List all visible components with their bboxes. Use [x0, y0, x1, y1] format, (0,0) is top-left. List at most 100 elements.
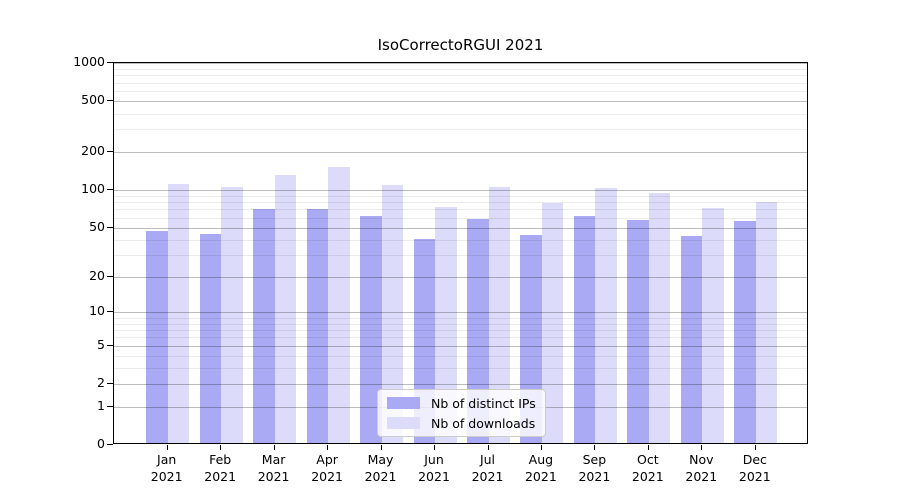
legend-swatch-downloads [387, 417, 420, 429]
x-tick-label-sep: Sep 2021 [578, 452, 611, 484]
y-tick-label: 2 [97, 375, 105, 391]
x-tick-mark [220, 445, 222, 450]
major-gridline [114, 227, 807, 229]
x-tick-mark [701, 445, 703, 450]
x-tick-mark [594, 445, 596, 450]
minor-gridline [114, 82, 807, 84]
bar-downloads-jul [488, 187, 510, 443]
y-tick-mark [107, 383, 113, 385]
x-tick-label-mar: Mar 2021 [257, 452, 290, 484]
bar-downloads-dec [755, 202, 778, 443]
x-tick-mark [380, 445, 382, 450]
x-tick-label-jun: Jun 2021 [418, 452, 450, 484]
x-tick-label-apr: Apr 2021 [311, 452, 343, 484]
minor-gridline [114, 75, 807, 77]
minor-gridline [114, 113, 807, 115]
minor-gridline [114, 91, 807, 93]
bar-downloads-apr [328, 166, 350, 443]
x-tick-mark [647, 445, 649, 450]
legend-swatch-distinct-ips [387, 397, 420, 409]
y-tick-mark [107, 405, 113, 407]
major-gridline [114, 101, 807, 103]
y-tick-label: 5 [97, 336, 105, 352]
y-tick-mark [107, 311, 113, 313]
x-tick-mark [754, 445, 756, 450]
x-tick-mark [166, 445, 168, 450]
x-tick-label-oct: Oct 2021 [631, 452, 664, 484]
y-tick-label: 20 [89, 267, 105, 283]
bar-distinct-ips-may [360, 215, 382, 443]
legend-row-downloads: Nb of downloads [378, 415, 545, 431]
x-tick-label-jul: Jul 2021 [471, 452, 504, 484]
y-tick-label: 10 [89, 303, 105, 319]
minor-gridline [114, 356, 807, 357]
bar-downloads-aug [541, 202, 564, 443]
legend-label-downloads: Nb of downloads [431, 415, 536, 431]
bar-downloads-mar [274, 174, 297, 443]
major-gridline [114, 312, 807, 314]
y-tick-mark [107, 226, 113, 228]
y-tick-mark [107, 275, 113, 277]
plot-area [113, 62, 808, 444]
bar-distinct-ips-mar [253, 208, 275, 443]
bar-downloads-feb [221, 186, 243, 443]
bar-downloads-jan [167, 184, 190, 443]
bar-distinct-ips-dec [734, 221, 756, 443]
minor-gridline [114, 68, 807, 70]
minor-gridline [114, 217, 807, 219]
x-tick-label-aug: Aug 2021 [524, 452, 557, 484]
minor-gridline [114, 239, 807, 241]
major-gridline [114, 189, 807, 191]
y-tick-mark [107, 344, 113, 346]
y-tick-label: 1 [97, 397, 105, 413]
x-tick-mark [327, 445, 329, 450]
bar-downloads-jun [435, 206, 457, 443]
minor-gridline [114, 202, 807, 203]
bar-downloads-oct [648, 193, 671, 443]
legend-label-distinct-ips: Nb of distinct IPs [431, 395, 536, 411]
y-tick-mark [107, 444, 113, 445]
minor-gridline [114, 129, 807, 131]
minor-gridline [114, 330, 807, 331]
bar-distinct-ips-sep [573, 215, 596, 443]
major-gridline [114, 384, 807, 386]
y-tick-label: 1000 [73, 54, 105, 69]
minor-gridline [114, 323, 807, 325]
bar-downloads-may [381, 184, 403, 443]
y-tick-mark [107, 150, 113, 152]
minor-gridline [114, 317, 807, 319]
x-tick-mark [540, 445, 542, 450]
minor-gridline [114, 195, 807, 197]
major-gridline [114, 276, 807, 278]
y-tick-label: 50 [89, 218, 105, 234]
minor-gridline [114, 337, 807, 339]
x-tick-mark [487, 445, 489, 450]
y-tick-label: 0 [97, 436, 105, 451]
y-tick-mark [107, 100, 113, 102]
minor-gridline [114, 368, 807, 370]
y-tick-mark [107, 62, 113, 63]
major-gridline [114, 151, 807, 153]
bar-distinct-ips-oct [627, 219, 649, 443]
bar-distinct-ips-jul [467, 218, 489, 443]
bar-downloads-sep [595, 187, 617, 443]
major-gridline [114, 345, 807, 347]
minor-gridline [114, 209, 807, 211]
chart-title: IsoCorrectoRGUI 2021 [377, 36, 544, 54]
y-tick-label: 200 [81, 142, 105, 158]
x-tick-mark [273, 445, 275, 450]
y-tick-label: 100 [81, 180, 105, 196]
x-tick-mark [434, 445, 435, 450]
bar-distinct-ips-apr [306, 208, 329, 443]
minor-gridline [114, 255, 807, 257]
legend: Nb of distinct IPs Nb of downloads [377, 389, 546, 437]
bar-downloads-nov [702, 208, 724, 443]
major-gridline [114, 63, 807, 64]
x-tick-label-nov: Nov 2021 [685, 452, 718, 484]
y-tick-label: 500 [81, 92, 105, 108]
x-tick-label-dec: Dec 2021 [738, 452, 771, 484]
bar-distinct-ips-feb [199, 233, 222, 443]
y-tick-mark [107, 188, 113, 190]
legend-row-distinct-ips: Nb of distinct IPs [378, 395, 545, 411]
